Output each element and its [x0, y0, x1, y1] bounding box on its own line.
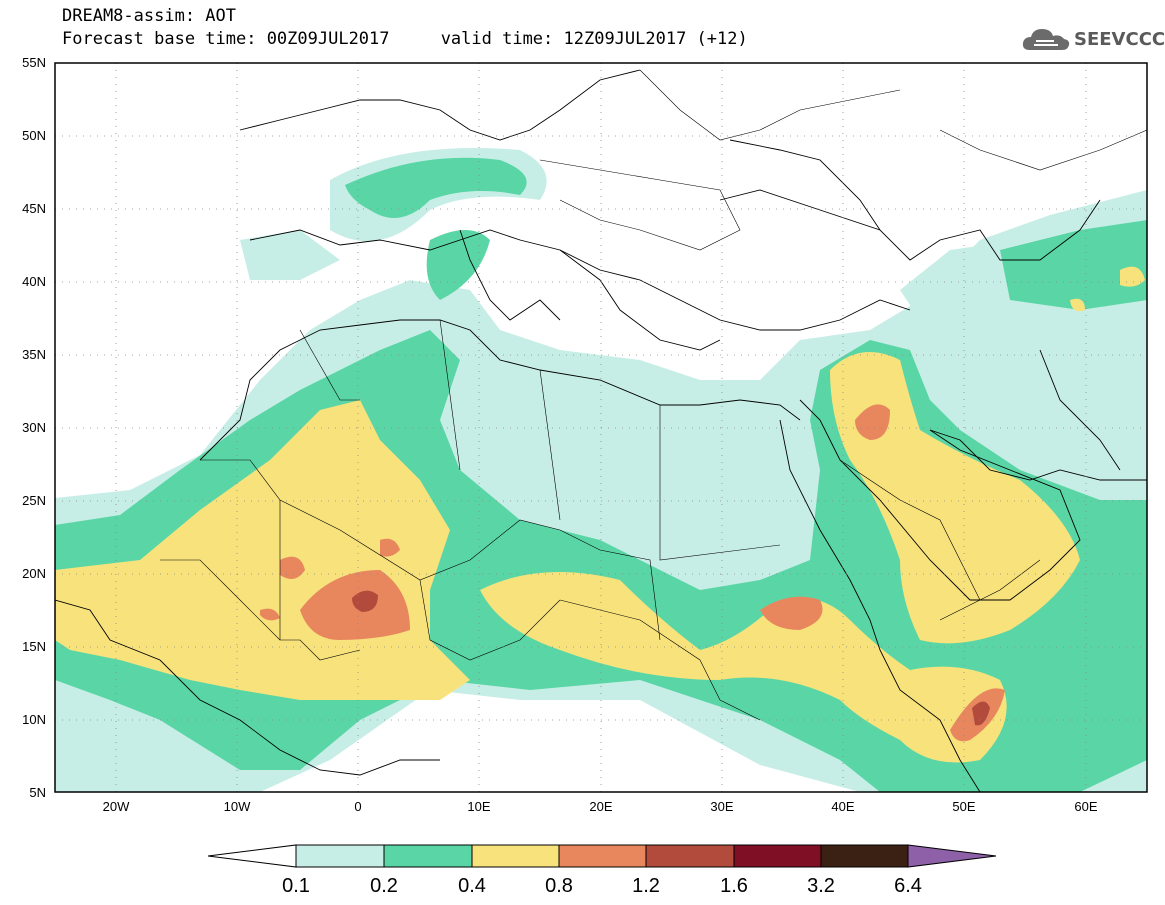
forecast-time-line: Forecast base time: 00Z09JUL2017 valid t… [62, 29, 748, 49]
logo-text: SEEVCCC [1074, 28, 1165, 50]
colorbar-segment-3.2 [820, 844, 909, 868]
borders [160, 69, 1147, 721]
colorbar: 0.1 0.2 0.4 0.8 1.2 1.6 3.2 6.4 [207, 844, 997, 897]
colorbar-label: 0.2 [370, 875, 398, 897]
aot-band-1.2 [352, 590, 990, 726]
lon-tick-label: 20W [103, 799, 130, 814]
lat-tick-label: 10N [22, 712, 46, 727]
colorbar-segment-0.1 [295, 844, 385, 868]
lon-tick-label: 30E [710, 799, 733, 814]
colorbar-low-triangle [207, 844, 297, 868]
colorbar-label: 0.1 [282, 875, 310, 897]
lon-tick-label: 10E [467, 799, 490, 814]
colorbar-label: 0.8 [545, 875, 573, 897]
lat-tick-label: 45N [22, 201, 46, 216]
lat-tick-label: 15N [22, 639, 46, 654]
coastlines [55, 69, 1147, 792]
lat-tick-label: 50N [22, 128, 46, 143]
colorbar-label: 3.2 [807, 875, 835, 897]
seevccc-logo: SEEVCCC [1020, 24, 1165, 54]
grid-lines [55, 63, 1147, 792]
colorbar-label: 6.4 [894, 875, 922, 897]
lon-tick-label: 60E [1074, 799, 1097, 814]
lon-tick-label: 10W [224, 799, 251, 814]
lat-tick-label: 30N [22, 420, 46, 435]
aot-field [55, 69, 1147, 792]
colorbar-label: 1.2 [632, 875, 660, 897]
lat-tick-label: 35N [22, 347, 46, 362]
colorbar-label: 0.4 [458, 875, 486, 897]
cloud-icon [1022, 29, 1070, 50]
colorbar-segment-1.6 [733, 844, 822, 868]
lon-tick-label: 50E [952, 799, 975, 814]
lat-tick-label: 40N [22, 274, 46, 289]
lat-tick-label: 5N [29, 785, 46, 800]
lon-tick-label: 0 [354, 799, 361, 814]
colorbar-segment-0.2 [383, 844, 473, 868]
colorbar-segment-1.2 [645, 844, 735, 868]
colorbar-segment-0.4 [471, 844, 560, 868]
lon-tick-labels: 20W 10W 0 10E 20E 30E 40E 50E 60E [103, 799, 1098, 814]
map-title: DREAM8-assim: AOT [62, 6, 236, 26]
lon-tick-label: 20E [589, 799, 612, 814]
lat-tick-label: 55N [22, 55, 46, 70]
map-frame [54, 62, 1148, 793]
lat-tick-label: 20N [22, 566, 46, 581]
lon-tick-label: 40E [831, 799, 854, 814]
colorbar-high-triangle [907, 844, 997, 868]
lat-tick-labels: 55N 50N 45N 40N 35N 30N 25N 20N 15N 10N … [22, 55, 46, 800]
lat-tick-label: 25N [22, 493, 46, 508]
colorbar-label: 1.6 [720, 875, 748, 897]
colorbar-segment-0.8 [558, 844, 647, 868]
